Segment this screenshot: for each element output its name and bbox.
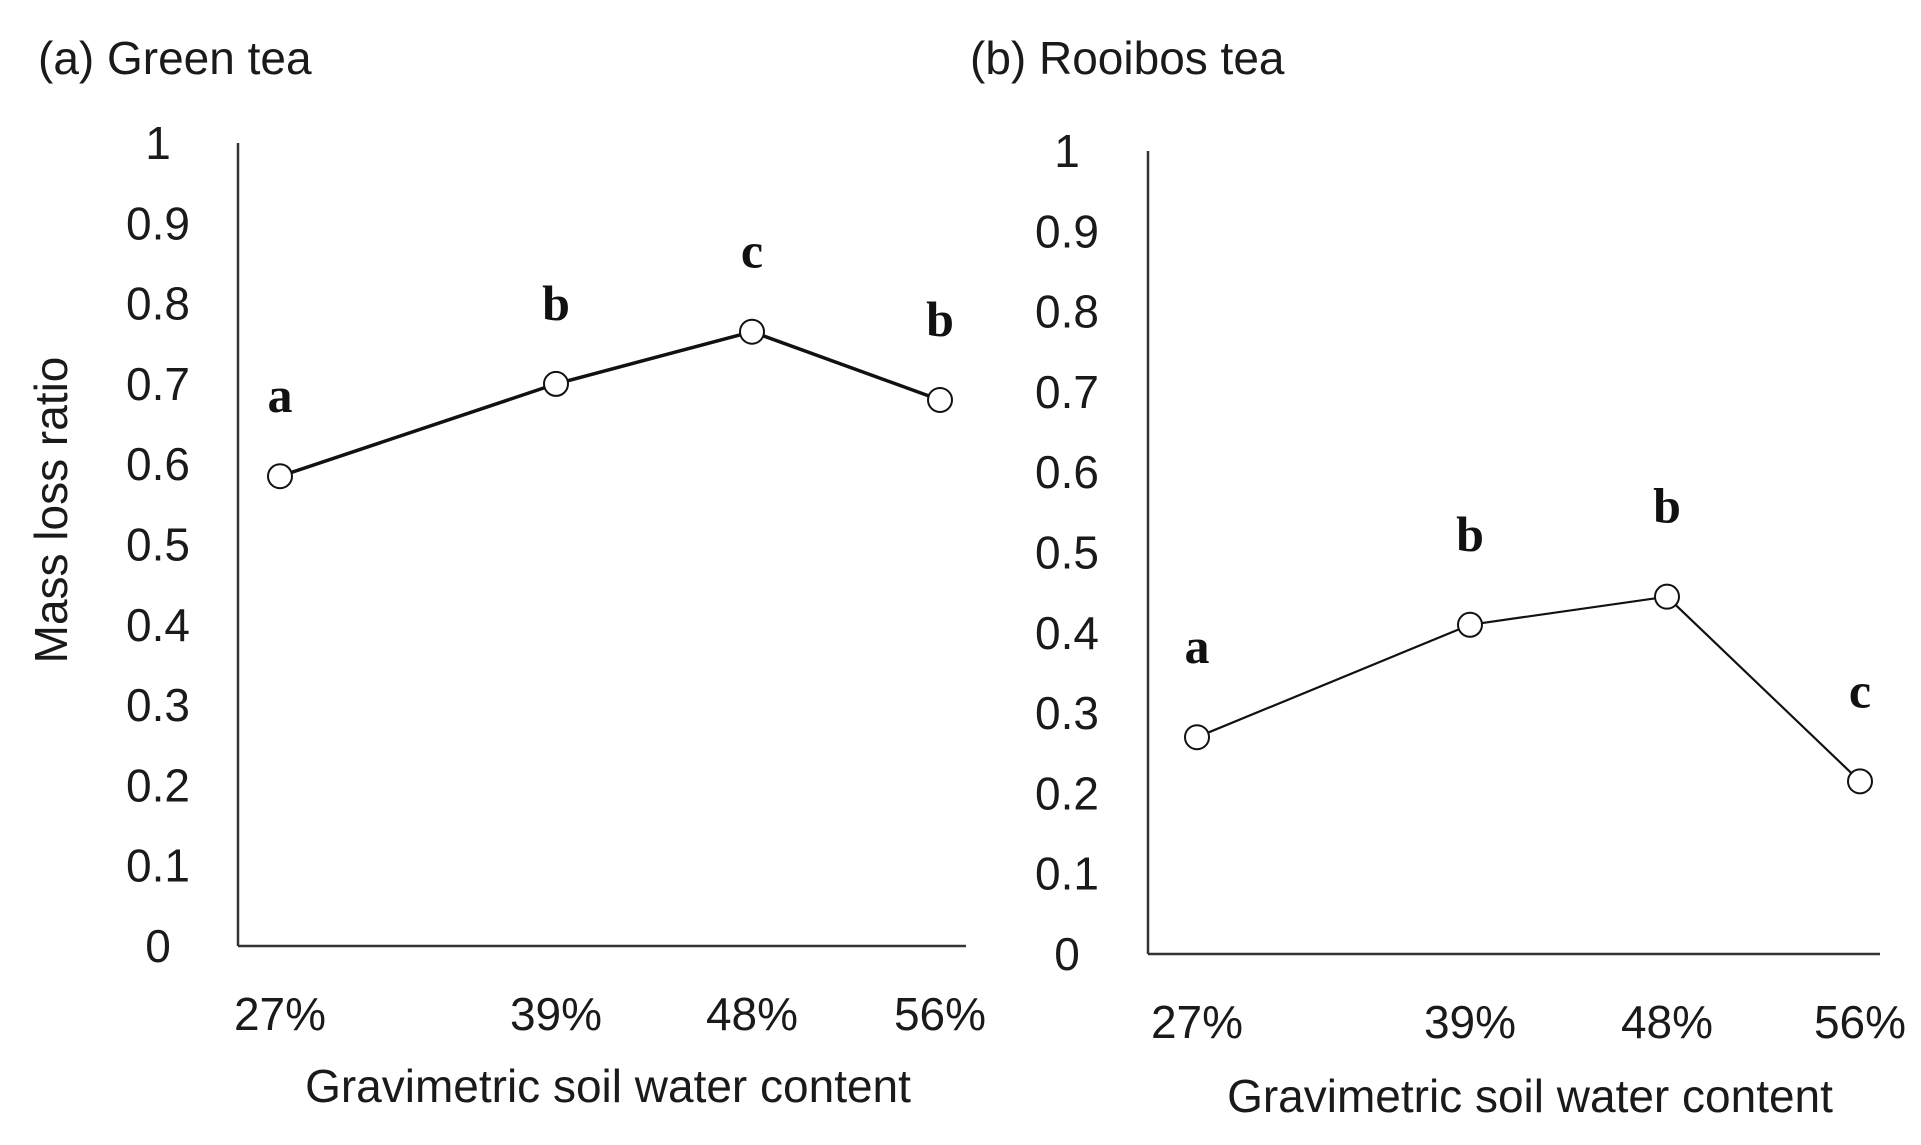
data-point <box>1847 768 1873 795</box>
y-tick-labels: 0 0.1 0.2 0.3 0.4 0.5 0.6 0.7 0.8 0.9 1 <box>126 117 190 972</box>
x-tick-label: 48% <box>706 988 798 1040</box>
y-tick-label: 0.2 <box>126 759 190 811</box>
y-tick-label: 0.9 <box>126 197 190 249</box>
y-tick-label: 0.1 <box>126 840 190 892</box>
data-point <box>1654 583 1680 610</box>
chart-panel-rooibos-tea: (b) Rooibos tea 0 0.1 0.2 0.3 0.4 0.5 0.6 0.7 0.… <box>970 32 1906 1122</box>
series-line <box>1196 595 1861 783</box>
x-tick-label: 48% <box>1621 996 1713 1048</box>
chart-title: (b) Rooibos tea <box>970 32 1285 84</box>
y-tick-label: 0.4 <box>126 599 190 651</box>
significance-letter: a <box>268 367 293 423</box>
y-tick-label: 0.9 <box>1035 205 1099 257</box>
y-tick-label: 0.5 <box>126 519 190 571</box>
y-axis-title: Mass loss ratio <box>25 357 77 664</box>
significance-letters: a b b c <box>1185 478 1872 719</box>
data-point <box>1457 611 1483 638</box>
series-line <box>279 329 941 478</box>
x-tick-label: 27% <box>234 988 326 1040</box>
x-tick-label: 39% <box>510 988 602 1040</box>
significance-letter: c <box>1849 662 1871 718</box>
x-tick-labels: 27% 39% 48% 56% <box>1151 996 1906 1048</box>
y-tick-label: 0.2 <box>1035 767 1099 819</box>
y-tick-label: 1 <box>145 117 171 169</box>
x-axis-title: Gravimetric soil water content <box>305 1060 911 1112</box>
y-tick-label: 0.7 <box>126 358 190 410</box>
significance-letter: a <box>1185 618 1210 674</box>
data-point <box>543 370 569 397</box>
significance-letter: b <box>1456 506 1484 562</box>
y-tick-label: 0.4 <box>1035 607 1099 659</box>
y-tick-label: 1 <box>1054 125 1080 177</box>
x-tick-label: 56% <box>894 988 986 1040</box>
x-tick-label: 39% <box>1424 996 1516 1048</box>
significance-letter: c <box>741 223 763 279</box>
data-point <box>739 318 765 345</box>
y-tick-label: 0.5 <box>1035 527 1099 579</box>
chart-title: (a) Green tea <box>38 32 312 84</box>
series-markers <box>1184 583 1873 795</box>
data-point <box>267 463 293 490</box>
y-tick-labels: 0 0.1 0.2 0.3 0.4 0.5 0.6 0.7 0.8 0.9 1 <box>1035 125 1099 980</box>
x-axis-title: Gravimetric soil water content <box>1227 1070 1833 1122</box>
y-tick-label: 0.3 <box>126 679 190 731</box>
y-tick-label: 0.8 <box>126 278 190 330</box>
significance-letter: b <box>926 291 954 347</box>
y-tick-label: 0.3 <box>1035 687 1099 739</box>
y-tick-label: 0.6 <box>126 438 190 490</box>
y-tick-label: 0.8 <box>1035 286 1099 338</box>
x-tick-labels: 27% 39% 48% 56% <box>234 988 986 1040</box>
series-markers <box>267 318 953 490</box>
y-tick-label: 0.6 <box>1035 446 1099 498</box>
significance-letter: b <box>1653 478 1681 534</box>
chart-panel-green-tea: (a) Green tea 00.10.20.30.40.50.60.70.80… <box>25 32 986 1112</box>
significance-letters: a b c b <box>268 223 954 424</box>
data-point <box>927 386 953 413</box>
data-point <box>1184 724 1210 751</box>
y-tick-label: 0.7 <box>1035 366 1099 418</box>
significance-letter: b <box>542 275 570 331</box>
y-tick-label: 0.1 <box>1035 848 1099 900</box>
x-tick-label: 27% <box>1151 996 1243 1048</box>
x-tick-label: 56% <box>1814 996 1906 1048</box>
y-tick-label: 0 <box>1054 928 1080 980</box>
y-tick-label: 0 <box>145 920 171 972</box>
